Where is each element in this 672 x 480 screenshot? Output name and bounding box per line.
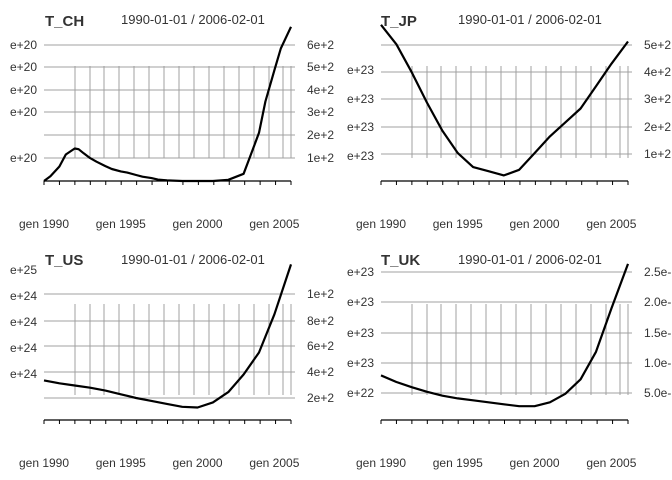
x-tick-label: gen 1995 — [96, 217, 146, 231]
x-tick-label: gen 1995 — [433, 456, 483, 470]
y-tick-label-left: e+24 — [10, 367, 37, 381]
y-tick-label-left: e+23 — [347, 356, 374, 370]
y-tick-label-left: e+20 — [10, 38, 37, 52]
x-tick-label: gen 2000 — [173, 217, 223, 231]
series-line — [43, 26, 292, 183]
y-tick-label-left: e+23 — [347, 149, 374, 163]
x-tick-label: gen 1990 — [356, 217, 406, 231]
chart-title: T_US — [45, 252, 83, 269]
chart-panel-t-ch: T_CH 1990-01-01 / 2006-02-01 gen 1990 gen 1… — [10, 12, 334, 231]
series-line — [380, 24, 629, 177]
y-tick-label-left: e+25 — [10, 263, 37, 277]
chart-panel-t-uk: T_UK 1990-01-01 / 2006-02-01 gen 1990 gen 1… — [347, 252, 671, 470]
y-tick-label-left: e+23 — [347, 92, 374, 106]
y-tick-label-right: 1e+2 — [307, 287, 334, 301]
y-tick-label-left: e+20 — [10, 83, 37, 97]
y-tick-label-left: e+23 — [347, 265, 374, 279]
y-tick-label-right: 1e+2 — [307, 151, 334, 165]
y-tick-label-right: 4e+2 — [307, 365, 334, 379]
y-tick-label-left: e+24 — [10, 289, 37, 303]
x-tick-label: gen 2000 — [510, 456, 560, 470]
y-tick-label-right: 2e+2 — [644, 120, 671, 134]
chart-panel-t-jp: T_JP 1990-01-01 / 2006-02-01 gen 1990 gen 1… — [347, 12, 671, 231]
x-tick-label: gen 1995 — [96, 456, 146, 470]
date-range-label: 1990-01-01 / 2006-02-01 — [121, 252, 265, 267]
y-tick-label-right: 1.5e- — [644, 326, 671, 340]
x-tick-label: gen 2000 — [510, 217, 560, 231]
y-tick-label-left: e+20 — [10, 60, 37, 74]
y-tick-label-right: 2e+2 — [307, 391, 334, 405]
y-tick-label-right: 2e+2 — [307, 128, 334, 142]
y-tick-label-right: 8e+2 — [307, 314, 334, 328]
series-line — [43, 264, 293, 409]
series-line — [380, 263, 630, 408]
y-tick-label-right: 3e+2 — [307, 105, 334, 119]
x-tick-label: gen 1990 — [19, 456, 69, 470]
y-tick-label-left: e+24 — [10, 315, 37, 329]
y-tick-label-right: 1e+2 — [644, 147, 671, 161]
y-tick-label-right: 6e+2 — [307, 339, 334, 353]
x-tick-label: gen 2000 — [173, 456, 223, 470]
y-tick-label-right: 2.5e- — [644, 265, 671, 279]
chart-title: T_JP — [381, 13, 417, 30]
y-tick-label-left: e+23 — [347, 295, 374, 309]
x-tick-label: gen 2005 — [249, 456, 299, 470]
y-tick-label-left: e+24 — [10, 341, 37, 355]
y-tick-label-right: 4e+2 — [644, 65, 671, 79]
chart-title: T_UK — [381, 252, 420, 269]
y-tick-label-left: e+20 — [10, 105, 37, 119]
date-range-label: 1990-01-01 / 2006-02-01 — [458, 12, 602, 27]
y-tick-label-left: e+23 — [347, 63, 374, 77]
y-tick-label-left: e+20 — [10, 151, 37, 165]
x-tick-label: gen 2005 — [586, 217, 636, 231]
chart-panel-t-us: T_US 1990-01-01 / 2006-02-01 gen 1990 gen 1… — [10, 252, 334, 470]
y-tick-label-right: 1.0e- — [644, 356, 671, 370]
date-range-label: 1990-01-01 / 2006-02-01 — [121, 12, 265, 27]
y-tick-label-right: 5e+2 — [644, 38, 671, 52]
y-tick-label-left: e+23 — [347, 326, 374, 340]
x-tick-label: gen 2005 — [249, 217, 299, 231]
chart-title: T_CH — [45, 13, 84, 30]
y-tick-label-left: e+22 — [347, 386, 374, 400]
x-tick-label: gen 1995 — [433, 217, 483, 231]
x-tick-label: gen 1990 — [356, 456, 406, 470]
y-tick-label-right: 6e+2 — [307, 38, 334, 52]
x-tick-label: gen 1990 — [19, 217, 69, 231]
y-tick-label-right: 5e+2 — [307, 60, 334, 74]
y-tick-label-right: 2.0e- — [644, 295, 671, 309]
date-range-label: 1990-01-01 / 2006-02-01 — [458, 252, 602, 267]
y-tick-label-right: 3e+2 — [644, 92, 671, 106]
y-tick-label-left: e+23 — [347, 120, 374, 134]
y-tick-label-right: 5.0e- — [644, 386, 671, 400]
x-tick-label: gen 2005 — [586, 456, 636, 470]
y-tick-label-right: 4e+2 — [307, 83, 334, 97]
